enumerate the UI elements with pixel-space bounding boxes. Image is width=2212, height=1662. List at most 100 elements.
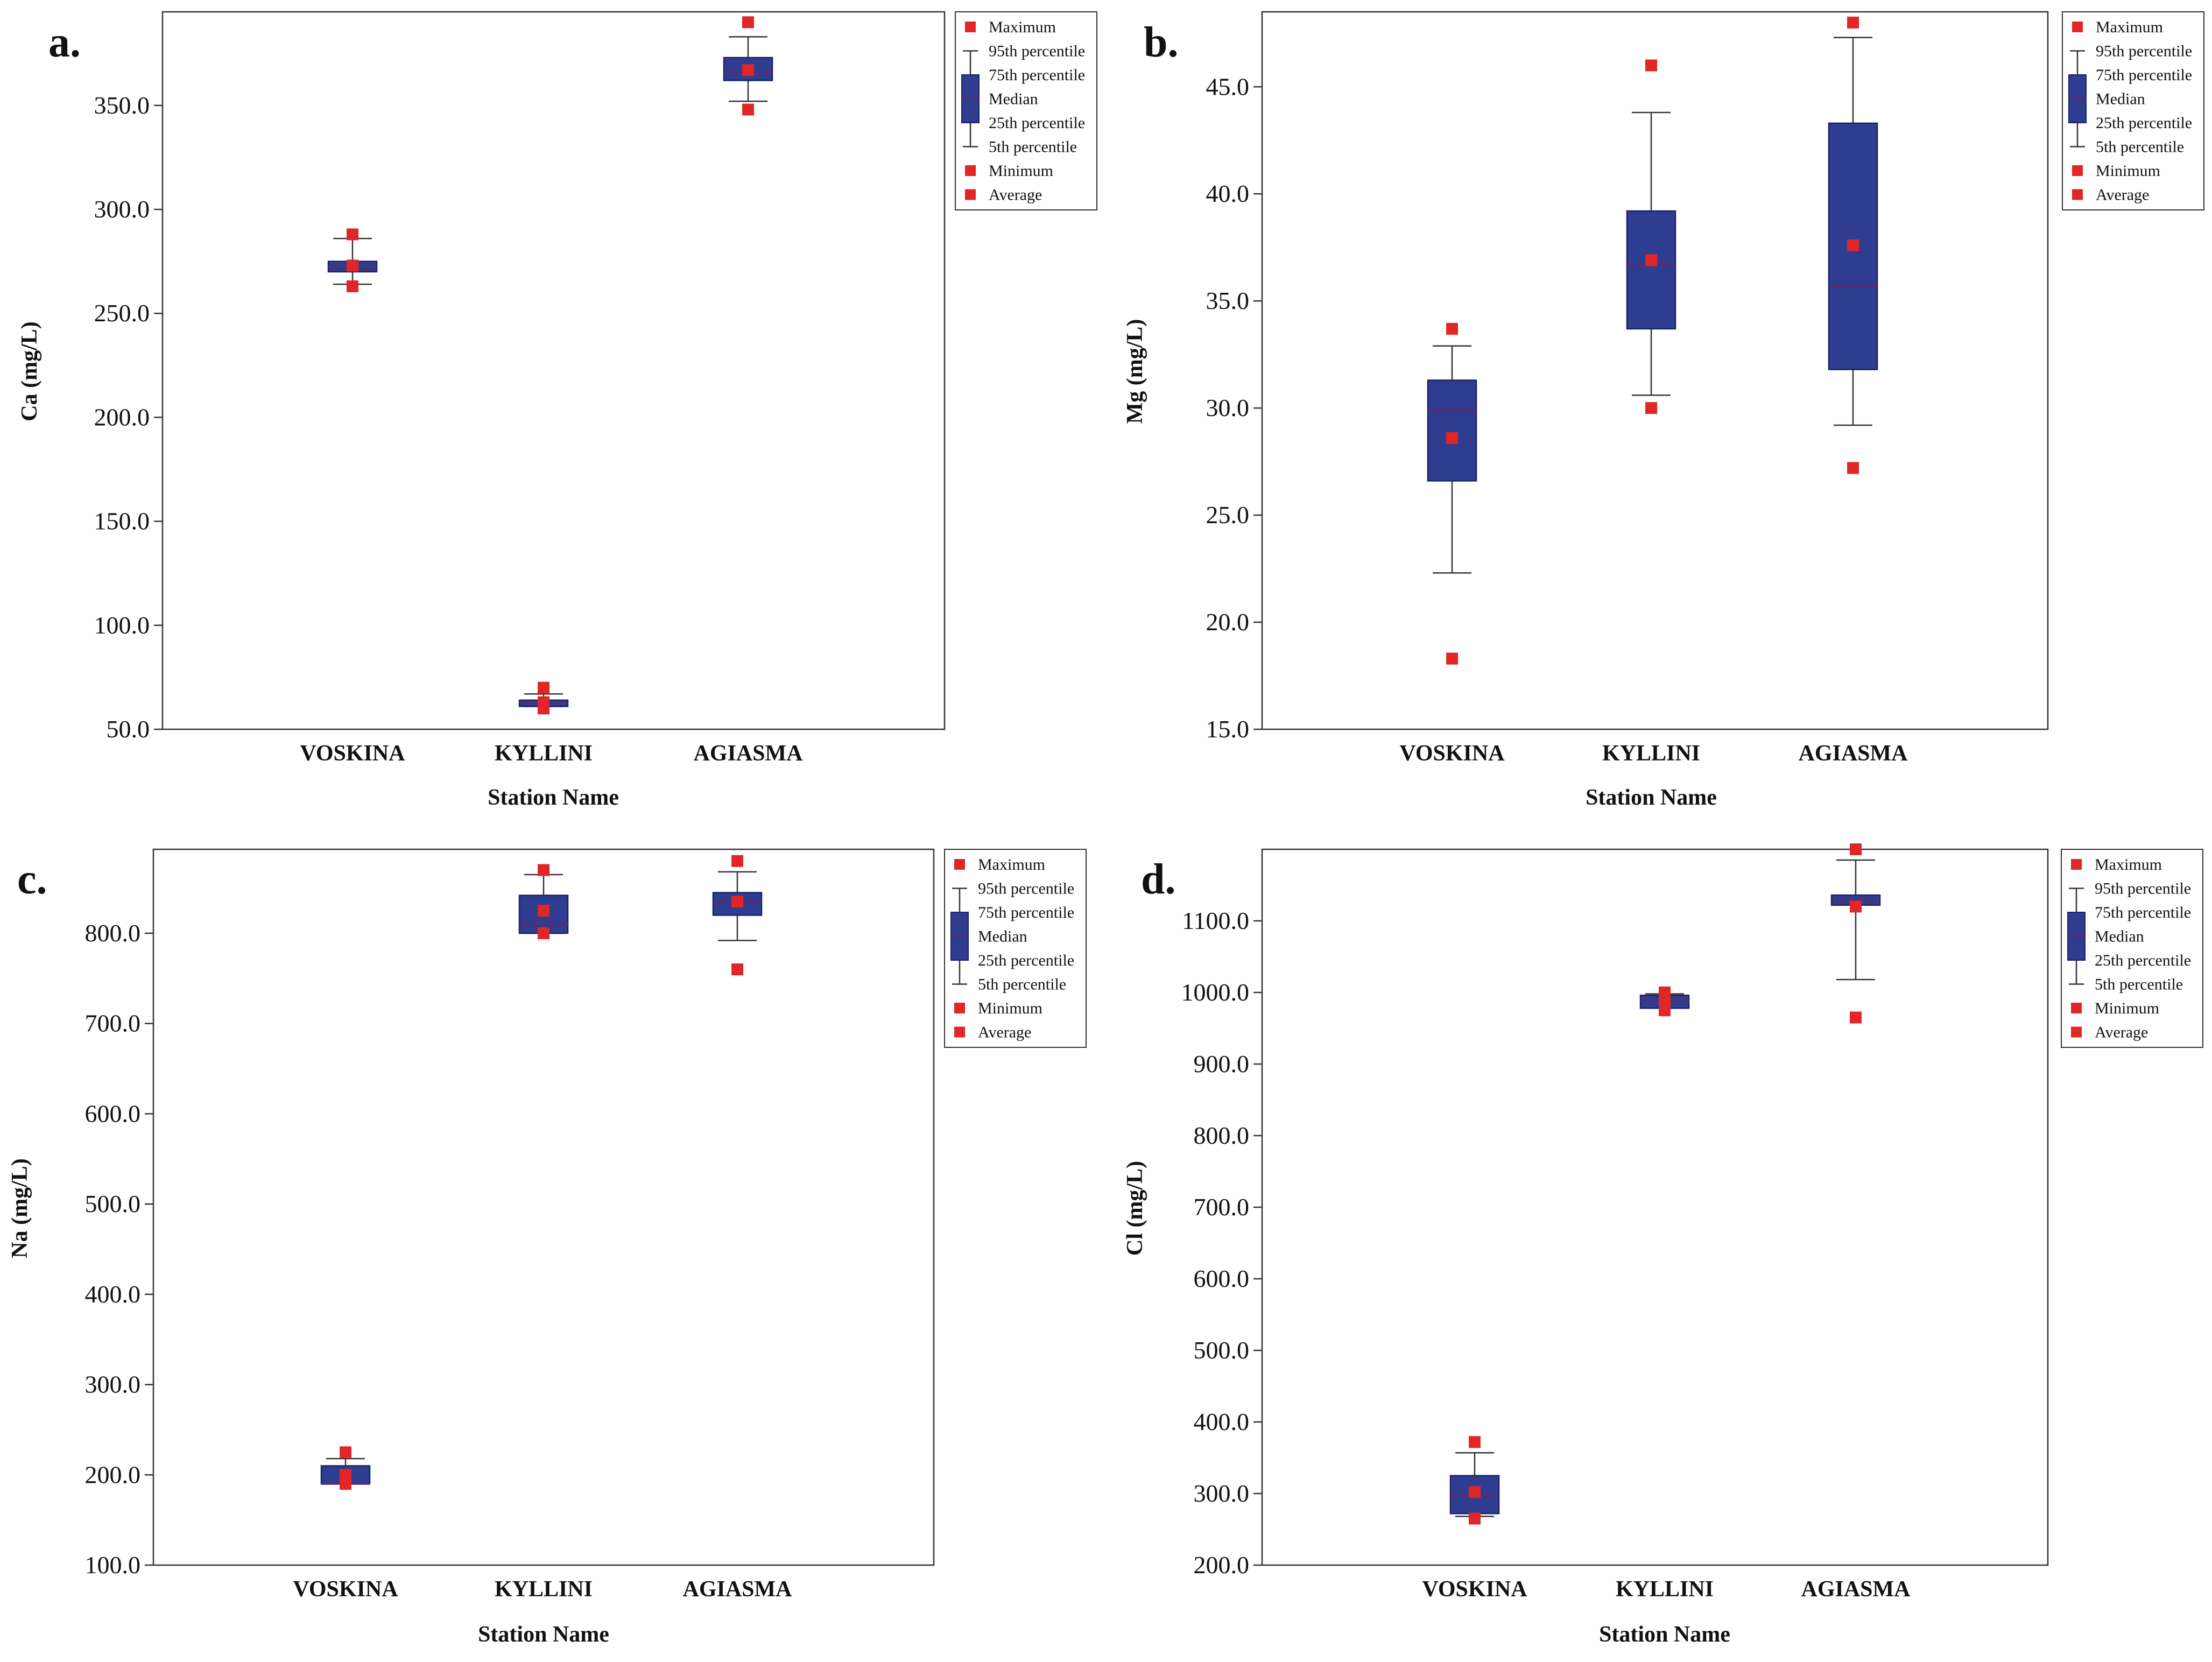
max-point: [1659, 987, 1671, 998]
box-agiasma: [712, 855, 763, 976]
legend-label-minimum: Minimum: [989, 162, 1053, 180]
legend-label-median: Median: [2096, 90, 2145, 108]
y-tick-label: 200.0: [85, 1461, 141, 1488]
panel-c: c. 100.0 200.0 300.0 400.0 500.0 600.0 700.0 800…: [8, 848, 1087, 1647]
x-tick-label-voskina: VOSKINA: [1422, 1577, 1527, 1602]
average-point: [538, 696, 550, 708]
average-point: [1469, 1486, 1481, 1498]
x-tick-label-kyllini: KYLLINI: [1602, 741, 1700, 766]
y-axis-title: Mg (mg/L): [1123, 319, 1147, 424]
panel-a: a. 50.0 100.0 150.0 200.0 250.0 300.0 350.0 VOSK…: [17, 11, 1097, 810]
legend-label-p75: 75th percentile: [989, 66, 1085, 84]
panel-label: d.: [1141, 856, 1176, 903]
legend-symbol-average: [954, 1026, 965, 1038]
legend-symbol-average: [2071, 1026, 2082, 1038]
x-tick-label-agiasma: AGIASMA: [1801, 1577, 1911, 1602]
legend-label-p5: 5th percentile: [989, 138, 1077, 156]
legend-label-p75: 75th percentile: [2096, 66, 2192, 84]
legend-symbol-maximum: [2071, 859, 2082, 870]
legend-label-p95: 95th percentile: [989, 43, 1085, 60]
legend-label-p5: 5th percentile: [978, 976, 1066, 994]
legend-symbol-minimum: [965, 165, 976, 176]
y-tick-label: 300.0: [1194, 1480, 1250, 1507]
max-point: [1645, 59, 1657, 72]
y-tick-label: 30.0: [1206, 394, 1250, 421]
x-tick-label-voskina: VOSKINA: [293, 1577, 398, 1602]
min-point: [1469, 1512, 1481, 1525]
x-axis-title: Station Name: [488, 785, 619, 810]
y-tick-label: 400.0: [1194, 1408, 1250, 1435]
min-point: [1446, 652, 1458, 665]
x-tick-label-agiasma: AGIASMA: [693, 741, 803, 766]
legend-symbol-minimum: [2072, 165, 2083, 176]
box-voskina: [1449, 1436, 1500, 1525]
y-tick-label: 300.0: [85, 1371, 141, 1398]
panel-label: c.: [17, 856, 47, 903]
average-point: [1446, 432, 1458, 444]
y-tick-label: 45.0: [1206, 73, 1250, 100]
y-tick-label: 1100.0: [1182, 907, 1249, 934]
y-tick-label: 700.0: [1194, 1193, 1250, 1221]
legend-label-minimum: Minimum: [2096, 162, 2160, 180]
y-tick-label: 15.0: [1206, 715, 1250, 743]
plot-area: [152, 848, 935, 1566]
box-kyllini: [1626, 59, 1676, 414]
y-axis-title: Cl (mg/L): [1123, 1161, 1147, 1256]
average-point: [1850, 900, 1862, 913]
plot-area: [161, 11, 946, 730]
legend-label-average: Average: [989, 186, 1042, 204]
legend-symbol-minimum: [954, 1003, 965, 1013]
legend-symbol-maximum: [965, 22, 976, 32]
average-point: [347, 259, 358, 272]
y-tick-label: 40.0: [1206, 180, 1250, 207]
y-tick-label: 35.0: [1206, 287, 1250, 314]
max-point: [538, 681, 550, 694]
y-tick-label: 600.0: [1194, 1265, 1250, 1292]
legend-symbol-maximum: [2072, 22, 2083, 32]
average-point: [538, 905, 550, 917]
x-tick-label-voskina: VOSKINA: [300, 741, 405, 766]
legend-label-maximum: Maximum: [978, 856, 1045, 874]
legend-label-maximum: Maximum: [989, 18, 1056, 36]
y-tick-label: 900.0: [1194, 1050, 1250, 1078]
max-point: [742, 16, 754, 29]
x-tick-label-kyllini: KYLLINI: [495, 741, 593, 766]
legend-label-p5: 5th percentile: [2096, 138, 2184, 156]
panel-label: b.: [1144, 19, 1179, 66]
average-point: [340, 1469, 351, 1481]
legend-label-maximum: Maximum: [2096, 18, 2163, 36]
x-tick-label-kyllini: KYLLINI: [495, 1577, 593, 1602]
average-point: [1847, 239, 1859, 251]
legend-label-minimum: Minimum: [2095, 999, 2159, 1017]
panel-b: b. 15.0 20.0 25.0 30.0 35.0 40.0 45.0 VOSKINA KYL…: [1123, 11, 2204, 810]
min-point: [742, 103, 754, 116]
y-tick-label: 600.0: [85, 1100, 141, 1127]
x-tick-label-kyllini: KYLLINI: [1616, 1577, 1714, 1602]
legend-label-p95: 95th percentile: [2095, 880, 2191, 898]
y-tick-label: 500.0: [1194, 1336, 1250, 1364]
legend-symbol-average: [2072, 189, 2083, 200]
iqr-box: [1626, 210, 1676, 330]
legend-label-p25: 25th percentile: [2096, 114, 2192, 132]
average-point: [742, 64, 754, 76]
max-point: [538, 864, 550, 876]
y-tick-label: 200.0: [1194, 1551, 1250, 1579]
max-point: [1446, 322, 1458, 335]
legend-label-p25: 25th percentile: [989, 114, 1085, 132]
min-point: [340, 1478, 351, 1490]
y-tick-label: 400.0: [85, 1280, 141, 1308]
max-point: [347, 228, 358, 241]
max-point: [340, 1446, 351, 1459]
legend-symbol-average: [965, 189, 976, 200]
box-kyllini: [518, 681, 569, 715]
x-tick-label-agiasma: AGIASMA: [1798, 741, 1908, 766]
box-voskina: [1427, 322, 1477, 665]
plot-area: [1261, 11, 2049, 730]
legend-label-p25: 25th percentile: [2095, 952, 2191, 969]
legend-label-average: Average: [978, 1024, 1031, 1041]
legend-label-minimum: Minimum: [978, 999, 1042, 1017]
legend-label-p95: 95th percentile: [978, 880, 1074, 898]
y-tick-label: 100.0: [94, 611, 150, 639]
legend-label-p95: 95th percentile: [2096, 43, 2192, 60]
